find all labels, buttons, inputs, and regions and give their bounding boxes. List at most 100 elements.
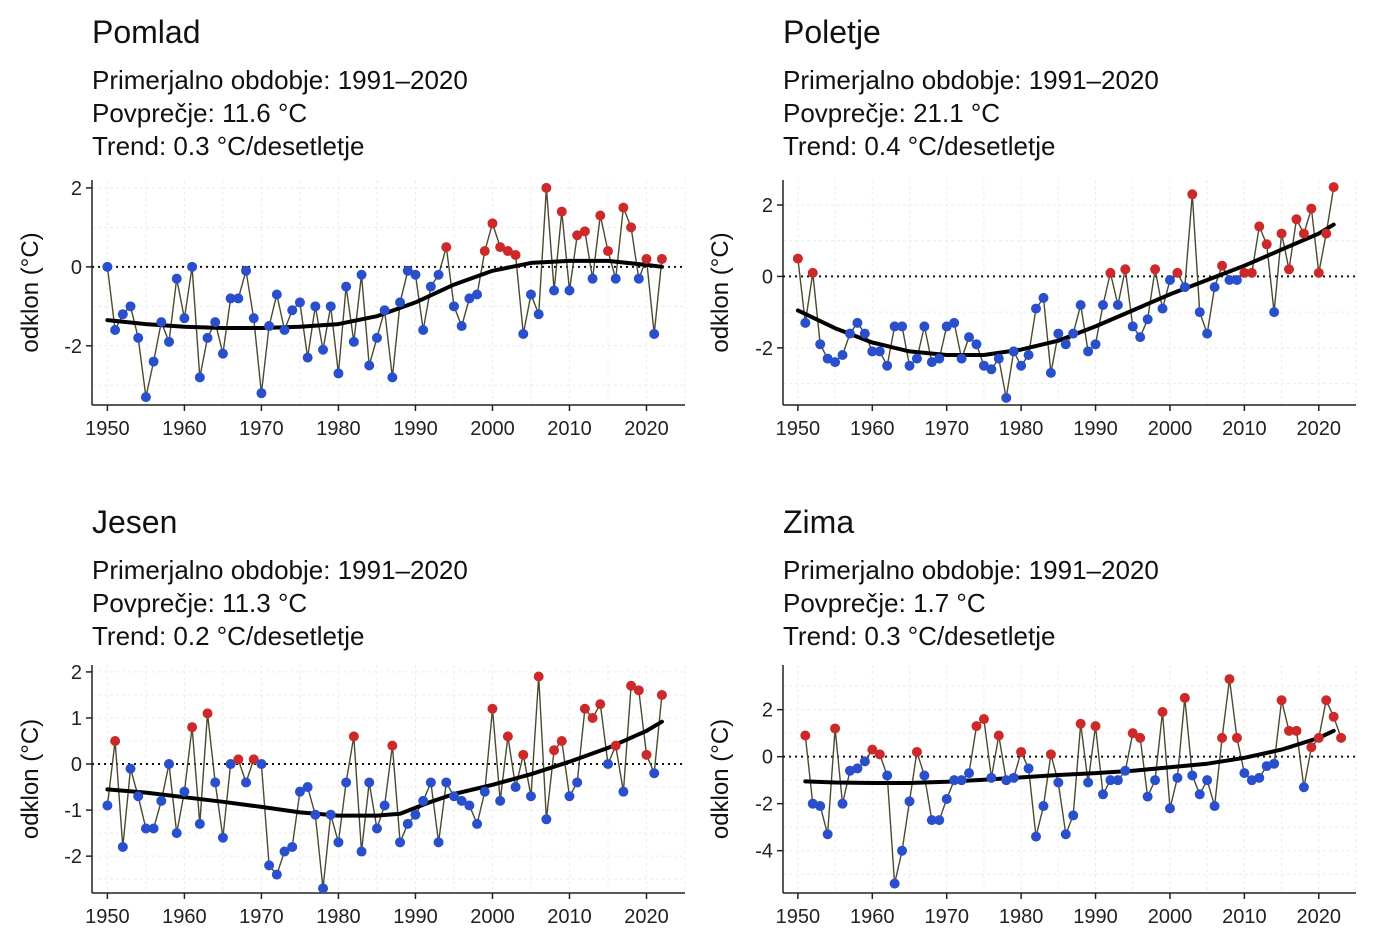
- data-point-positive: [502, 246, 513, 257]
- data-point-negative: [572, 777, 583, 788]
- data-point-positive: [518, 749, 529, 760]
- chart-subtitle-trend: Trend: 0.3 °C/desetletje: [783, 621, 1056, 651]
- data-point-positive: [978, 714, 989, 725]
- data-point-negative: [1068, 810, 1079, 821]
- x-tick-label: 1980: [999, 418, 1044, 440]
- x-tick-label: 1950: [85, 418, 130, 440]
- data-point-negative: [1202, 328, 1213, 339]
- chart-subtitle-mean: Povprečje: 11.6 °C: [92, 98, 308, 128]
- chart-2: 1950 1960 1970 1980 1990 2000 2010 2020 -2 -1 0 1 2 o…: [17, 662, 686, 928]
- y-tick-label: -1: [64, 800, 82, 822]
- data-point-negative: [1164, 275, 1175, 285]
- data-point-negative: [148, 823, 159, 834]
- data-point-negative: [102, 261, 113, 272]
- x-tick-label: 2010: [547, 906, 592, 928]
- data-point-negative: [919, 321, 930, 332]
- data-point-negative: [610, 273, 621, 284]
- x-tick-label: 1950: [776, 906, 821, 928]
- data-point-negative: [156, 317, 167, 328]
- data-point-positive: [1313, 267, 1324, 278]
- chart-0: 1950 1960 1970 1980 1990 2000 2010 2020 -2 0 2 odkl…: [17, 178, 686, 440]
- data-point-negative: [926, 815, 937, 826]
- series-line: [106, 187, 663, 398]
- data-point-negative: [882, 770, 893, 781]
- data-point-negative: [210, 777, 221, 788]
- data-point-negative: [1016, 360, 1027, 371]
- data-point-negative: [325, 809, 336, 820]
- data-point-positive: [1291, 725, 1302, 736]
- data-point-negative: [549, 285, 560, 296]
- chart-title: Pomlad: [92, 14, 201, 50]
- data-point-negative: [371, 332, 382, 343]
- trend-line: [105, 258, 664, 330]
- data-point-negative: [1194, 789, 1205, 800]
- data-point-negative: [1127, 321, 1138, 332]
- data-point-negative: [125, 301, 136, 312]
- y-tick-label: 0: [71, 257, 82, 279]
- x-tick-label: 1990: [393, 906, 438, 928]
- data-point-positive: [487, 703, 498, 714]
- data-point-positive: [1261, 239, 1272, 250]
- data-point-positive: [1231, 732, 1242, 743]
- data-point-positive: [911, 746, 922, 757]
- data-point-positive: [800, 730, 811, 741]
- data-point-positive: [479, 246, 490, 257]
- data-point-positive: [579, 226, 590, 237]
- data-point-negative: [934, 815, 945, 826]
- chart-subtitle-mean: Povprečje: 11.3 °C: [92, 588, 308, 618]
- data-point-negative: [364, 777, 375, 788]
- data-point-positive: [1187, 189, 1198, 200]
- data-point-negative: [1023, 350, 1034, 360]
- data-point-positive: [595, 699, 606, 710]
- data-point-negative: [510, 782, 521, 793]
- data-point-negative: [978, 360, 989, 371]
- data-point-negative: [1298, 782, 1309, 793]
- y-axis-title: odklon (°C): [707, 232, 734, 352]
- data-point-negative: [171, 273, 182, 284]
- data-point-positive: [1298, 228, 1309, 239]
- data-point-positive: [1306, 203, 1317, 214]
- chart-title: Zima: [783, 504, 855, 540]
- data-point-negative: [179, 313, 190, 324]
- data-point-negative: [1269, 307, 1280, 318]
- trend-line: [795, 222, 1336, 357]
- data-point-negative: [1112, 775, 1123, 786]
- data-point-negative: [949, 317, 960, 328]
- data-point-positive: [1105, 267, 1116, 278]
- data-point-positive: [495, 242, 506, 253]
- data-point-negative: [904, 360, 915, 371]
- data-point-negative: [294, 297, 305, 308]
- series-line: [797, 186, 1335, 399]
- data-point-positive: [1328, 711, 1339, 722]
- x-tick-label: 1960: [162, 906, 207, 928]
- x-tick-label: 1960: [850, 418, 895, 440]
- y-tick-label: -2: [64, 336, 82, 358]
- chart-subtitle-period: Primerjalno obdobje: 1991–2020: [783, 65, 1159, 95]
- data-point-positive: [1224, 674, 1235, 685]
- x-tick-label: 2020: [1297, 418, 1342, 440]
- data-point-positive: [579, 703, 590, 714]
- panel-poletje: Poletje Primerjalno obdobje: 1991–2020 P…: [771, 0, 1373, 450]
- data-point-negative: [1194, 307, 1205, 318]
- data-point-negative: [495, 795, 506, 806]
- x-tick-label: 2020: [624, 418, 669, 440]
- data-point-positive: [993, 730, 1004, 741]
- data-point-negative: [1150, 775, 1161, 786]
- data-point-negative: [472, 289, 483, 300]
- data-point-negative: [102, 800, 113, 811]
- data-point-negative: [1120, 765, 1131, 776]
- data-point-negative: [822, 353, 833, 364]
- data-point-positive: [1090, 721, 1101, 732]
- data-point-positive: [626, 680, 637, 691]
- data-point-positive: [1217, 260, 1228, 271]
- x-tick-label: 1990: [1073, 906, 1118, 928]
- data-point-positive: [556, 736, 567, 746]
- data-point-negative: [425, 777, 436, 788]
- x-tick-label: 2010: [1222, 906, 1267, 928]
- data-point-positive: [1254, 221, 1265, 232]
- x-tick-label: 1970: [239, 906, 284, 928]
- data-point-negative: [1269, 758, 1280, 769]
- data-point-negative: [318, 344, 329, 355]
- data-point-negative: [1097, 789, 1108, 800]
